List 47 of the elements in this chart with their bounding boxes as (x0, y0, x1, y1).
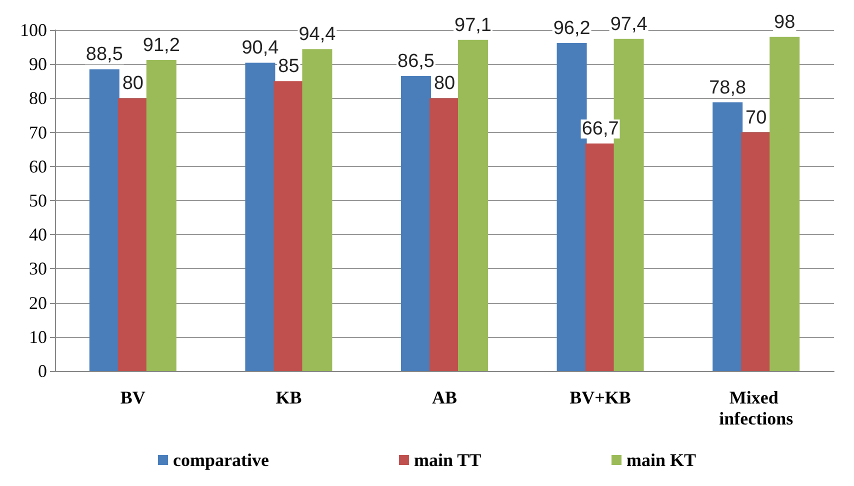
y-tick-label: 50 (29, 190, 47, 210)
y-tick-label: 20 (29, 292, 47, 313)
data-label: 70 (746, 107, 767, 128)
data-label: 90,4 (242, 38, 280, 59)
bar (89, 69, 120, 371)
bar (118, 98, 148, 371)
bar (401, 76, 431, 371)
x-tick-label: BV (120, 388, 146, 408)
bar (712, 102, 743, 371)
x-tick-label: Mixed infections (719, 388, 794, 428)
y-tick-label: 90 (29, 54, 47, 74)
data-label: 78,8 (709, 77, 746, 98)
data-label: 98 (774, 12, 796, 33)
y-tick-label: 80 (29, 88, 47, 108)
y-tick-label: 100 (20, 20, 47, 40)
data-label: 96,2 (553, 18, 590, 39)
legend-label: comparative (173, 450, 269, 470)
bar (274, 81, 304, 371)
bar (741, 132, 772, 371)
y-tick-label: 70 (29, 122, 47, 142)
bar (302, 49, 332, 371)
data-label: 66,7 (582, 118, 619, 140)
data-label: 85 (278, 56, 300, 78)
data-label: 88,5 (86, 44, 123, 66)
legend-label: main KT (626, 450, 696, 470)
x-tick-label: KB (276, 388, 302, 408)
data-label: 80 (434, 73, 456, 94)
data-label: 86,5 (398, 51, 434, 72)
data-label: 97,1 (454, 14, 492, 36)
bar (146, 60, 176, 371)
bar (430, 98, 460, 371)
y-tick-label: 30 (29, 258, 47, 279)
bar (770, 36, 800, 371)
y-tick-label: 40 (29, 224, 47, 245)
x-tick-label: BV+KB (570, 388, 631, 408)
bar (585, 144, 616, 371)
data-label: 91,2 (142, 35, 180, 56)
data-label: 94,4 (298, 24, 336, 46)
bar (245, 62, 276, 371)
data-label: 97,4 (610, 14, 648, 35)
y-tick-label: 0 (38, 361, 47, 381)
data-label: 80 (122, 73, 144, 94)
bar (458, 40, 488, 371)
x-tick-label: AB (432, 388, 458, 408)
y-tick-label: 10 (29, 326, 47, 347)
legend-label: main TT (414, 450, 482, 470)
y-tick-label: 60 (29, 156, 47, 176)
